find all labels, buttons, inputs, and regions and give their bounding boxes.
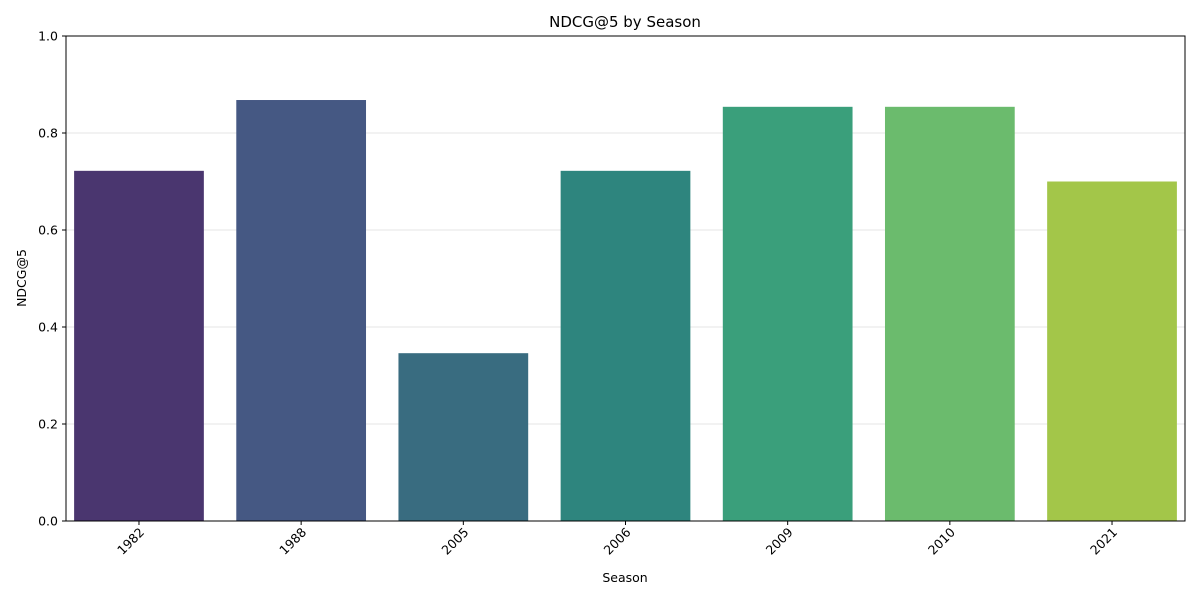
bar-2009 — [722, 106, 853, 521]
bar-1988 — [236, 100, 367, 522]
y-axis: 0.0 0.2 0.4 0.6 0.8 1.0 — [38, 29, 66, 529]
bar-2010 — [884, 106, 1015, 521]
x-tick-label: 1988 — [276, 524, 309, 557]
x-tick-label: 2006 — [601, 524, 634, 557]
x-axis: 1982 1988 2005 2006 2009 2010 2021 — [114, 521, 1120, 558]
x-tick-label: 1982 — [114, 525, 147, 558]
y-tick-label: 0.2 — [38, 417, 58, 432]
x-tick-label: 2009 — [763, 524, 796, 557]
bar-2005 — [398, 353, 529, 521]
y-tick-label: 0.8 — [38, 126, 58, 141]
bar-2021 — [1047, 181, 1177, 521]
x-tick-label: 2021 — [1087, 525, 1120, 558]
y-axis-label: NDCG@5 — [14, 249, 29, 307]
y-tick-label: 0.6 — [38, 223, 58, 238]
bar-2006 — [560, 170, 691, 521]
x-axis-label: Season — [602, 570, 647, 585]
chart-title: NDCG@5 by Season — [549, 13, 701, 31]
plot-frame — [65, 35, 1186, 522]
y-tick-label: 1.0 — [38, 29, 58, 44]
y-tick-label: 0.4 — [38, 320, 58, 335]
x-tick-label: 2005 — [438, 525, 471, 558]
y-tick-label: 0.0 — [38, 514, 58, 529]
x-tick-label: 2010 — [925, 524, 958, 557]
bar-1982 — [74, 170, 204, 521]
bars — [74, 100, 1177, 522]
